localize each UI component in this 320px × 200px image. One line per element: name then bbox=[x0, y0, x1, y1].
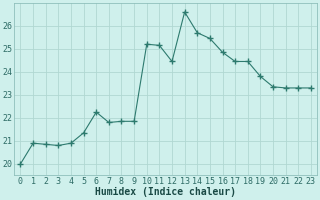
X-axis label: Humidex (Indice chaleur): Humidex (Indice chaleur) bbox=[95, 187, 236, 197]
